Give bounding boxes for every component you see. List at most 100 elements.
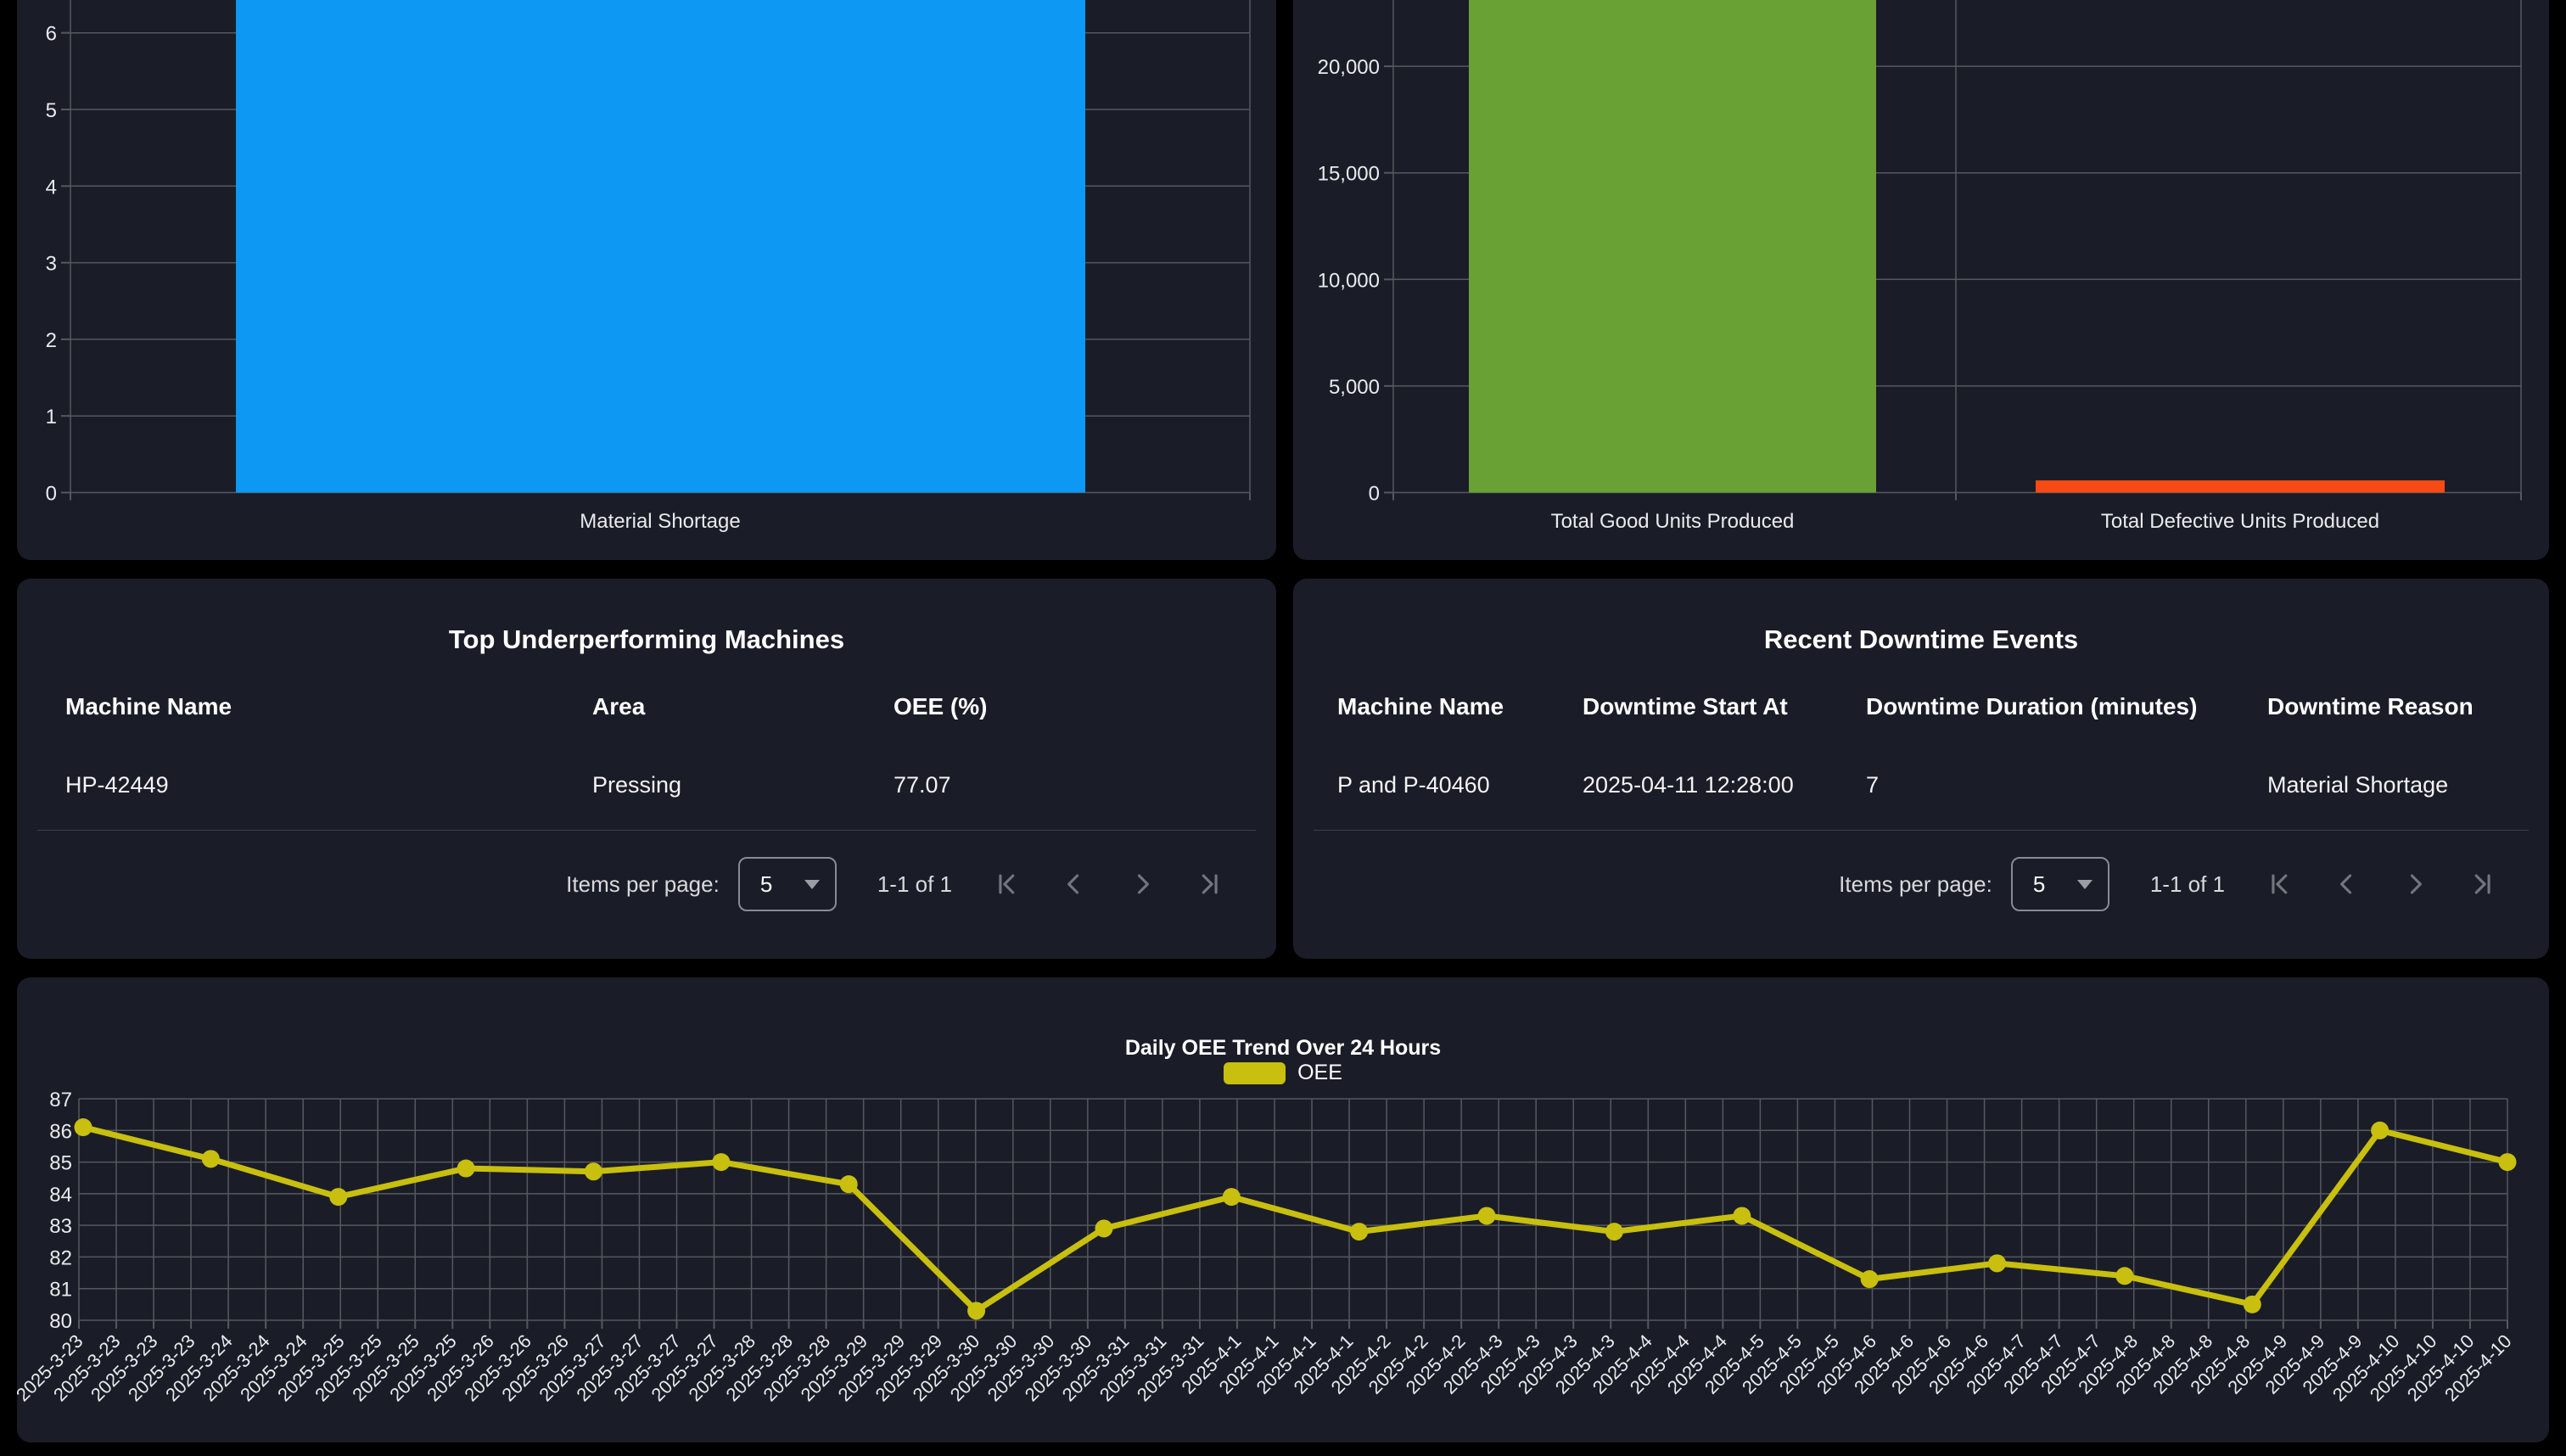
items-per-page-label: Items per page: <box>1839 871 1992 897</box>
cell-downtime-start: 2025-04-11 12:28:00 <box>1583 772 1794 798</box>
y-axis-label: 1 <box>46 406 57 428</box>
y-axis-label: 0 <box>46 483 57 506</box>
data-point-2025-3-23[interactable] <box>74 1118 92 1137</box>
panel-downtime-reasons-chart: 0 1 2 3 4 5 6 Material Shortage <box>17 0 1276 560</box>
data-point-2025-4-5[interactable] <box>1733 1207 1751 1225</box>
legend-label: OEE <box>1297 1061 1342 1084</box>
cell-machine-name: HP-42449 <box>65 772 169 798</box>
items-per-page-value: 5 <box>759 871 773 897</box>
table-header-row: Machine Name Downtime Start At Downtime … <box>1293 693 2549 720</box>
y-axis-label: 3 <box>46 253 57 276</box>
y-axis-label: 87 <box>49 1089 72 1112</box>
panel-daily-oee-trend: Daily OEE Trend Over 24 Hours OEE 80 81 82… <box>17 977 2549 1442</box>
data-point-2025-3-31[interactable] <box>1095 1219 1113 1238</box>
y-axis-label: 5,000 <box>1329 376 1380 399</box>
chevron-left-icon <box>2340 874 2352 894</box>
table-header-row: Machine Name Area OEE (%) <box>17 693 1276 720</box>
chevron-right-icon <box>1137 874 1149 894</box>
data-point-2025-4-3[interactable] <box>1477 1207 1496 1225</box>
chevron-down-icon <box>2076 879 2093 889</box>
next-page-button[interactable] <box>2400 869 2430 899</box>
pagination-nav <box>991 869 1225 899</box>
panel-recent-downtime-events: Recent Downtime Events Machine Name Down… <box>1293 579 2549 959</box>
chevron-down-icon <box>804 879 820 889</box>
bar-material-shortage[interactable] <box>236 0 1085 493</box>
x-axis-category-label: Material Shortage <box>580 510 740 533</box>
items-per-page-select[interactable]: 5 <box>2010 857 2109 911</box>
cell-downtime-reason: Material Shortage <box>2267 772 2449 798</box>
data-point-2025-3-25[interactable] <box>329 1188 348 1207</box>
divider <box>1314 830 2529 831</box>
cell-oee: 77.07 <box>894 772 951 798</box>
table-title: Recent Downtime Events <box>1763 624 2079 654</box>
bar-good-units[interactable] <box>1469 0 1876 493</box>
bar-defective-units[interactable] <box>2036 480 2445 493</box>
y-axis-label: 5 <box>46 99 57 122</box>
downtime-reasons-bar-chart: 0 1 2 3 4 5 6 Material Shortage <box>46 0 1251 533</box>
data-point-2025-3-27[interactable] <box>584 1162 602 1181</box>
first-page-button[interactable] <box>991 869 1022 899</box>
data-point-2025-4-11[interactable] <box>2498 1153 2517 1172</box>
y-axis-label: 10,000 <box>1318 269 1380 292</box>
data-point-2025-3-26[interactable] <box>457 1159 475 1178</box>
items-per-page-label: Items per page: <box>566 871 720 897</box>
last-page-icon <box>2474 874 2490 894</box>
first-page-button[interactable] <box>2264 869 2294 899</box>
page-range-label: 1-1 of 1 <box>877 871 952 897</box>
y-axis-label: 83 <box>49 1215 72 1238</box>
y-axis-label: 81 <box>49 1279 72 1302</box>
last-page-button[interactable] <box>1195 869 1225 899</box>
chart-title: Daily OEE Trend Over 24 Hours <box>1124 1036 1442 1060</box>
table-row: HP-42449 Pressing 77.07 <box>17 772 1276 798</box>
x-axis-category-label: Total Defective Units Produced <box>2101 510 2379 533</box>
cell-machine-name: P and P-40460 <box>1337 772 1490 798</box>
cell-downtime-duration: 7 <box>1866 772 1880 798</box>
chevron-left-icon <box>1067 874 1079 894</box>
pagination-nav <box>2264 869 2498 899</box>
data-point-2025-3-28[interactable] <box>712 1153 731 1172</box>
last-page-button[interactable] <box>2468 869 2498 899</box>
data-point-2025-4-7[interactable] <box>1988 1254 2007 1273</box>
items-per-page-value: 5 <box>2032 871 2046 897</box>
y-axis-label: 4 <box>46 176 57 199</box>
previous-page-button[interactable] <box>1059 869 1090 899</box>
data-point-2025-4-4[interactable] <box>1605 1223 1623 1241</box>
column-header-downtime-start: Downtime Start At <box>1583 693 1788 720</box>
data-point-2025-3-24[interactable] <box>201 1150 220 1168</box>
column-header-machine-name: Machine Name <box>1337 693 1504 720</box>
next-page-button[interactable] <box>1127 869 1157 899</box>
production-units-bar-chart: 0 5,000 10,000 15,000 20,000 Total Good Units… <box>1318 0 2522 533</box>
data-point-2025-4-1[interactable] <box>1222 1188 1241 1207</box>
column-header-area: Area <box>592 693 646 720</box>
divider <box>37 830 1256 831</box>
oee-trend-line <box>80 1124 2511 1314</box>
cell-area: Pressing <box>592 772 682 798</box>
first-page-icon <box>2272 874 2288 894</box>
page-range-label: 1-1 of 1 <box>2149 871 2225 897</box>
data-point-2025-4-2[interactable] <box>1350 1223 1369 1241</box>
column-header-machine-name: Machine Name <box>65 693 233 720</box>
data-point-2025-3-29[interactable] <box>839 1175 858 1194</box>
table-row: P and P-40460 2025-04-11 12:28:00 7 Mate… <box>1293 772 2549 798</box>
panel-top-underperforming-machines: Top Underperforming Machines Machine Nam… <box>17 579 1276 959</box>
table-title: Top Underperforming Machines <box>448 624 845 654</box>
y-axis-label: 0 <box>1369 483 1380 506</box>
data-point-2025-4-10[interactable] <box>2371 1121 2390 1140</box>
legend-item-oee[interactable]: OEE <box>17 1061 2549 1085</box>
previous-page-button[interactable] <box>2332 869 2362 899</box>
data-point-2025-3-30[interactable] <box>967 1302 986 1320</box>
data-point-2025-4-6[interactable] <box>1860 1270 1879 1289</box>
y-axis-label: 84 <box>49 1184 72 1207</box>
y-axis-label: 2 <box>46 329 57 352</box>
y-axis-label: 86 <box>49 1120 72 1143</box>
column-header-downtime-reason: Downtime Reason <box>2267 693 2474 720</box>
items-per-page-select[interactable]: 5 <box>737 857 837 911</box>
data-point-2025-4-8[interactable] <box>2115 1267 2134 1285</box>
panel-production-units-chart: 0 5,000 10,000 15,000 20,000 Total Good Units… <box>1293 0 2549 560</box>
x-axis-category-label: Total Good Units Produced <box>1551 510 1795 533</box>
y-axis-label: 15,000 <box>1318 163 1380 186</box>
y-axis-label: 85 <box>49 1152 72 1175</box>
data-point-2025-4-9[interactable] <box>2243 1295 2261 1313</box>
chevron-right-icon <box>2410 874 2422 894</box>
